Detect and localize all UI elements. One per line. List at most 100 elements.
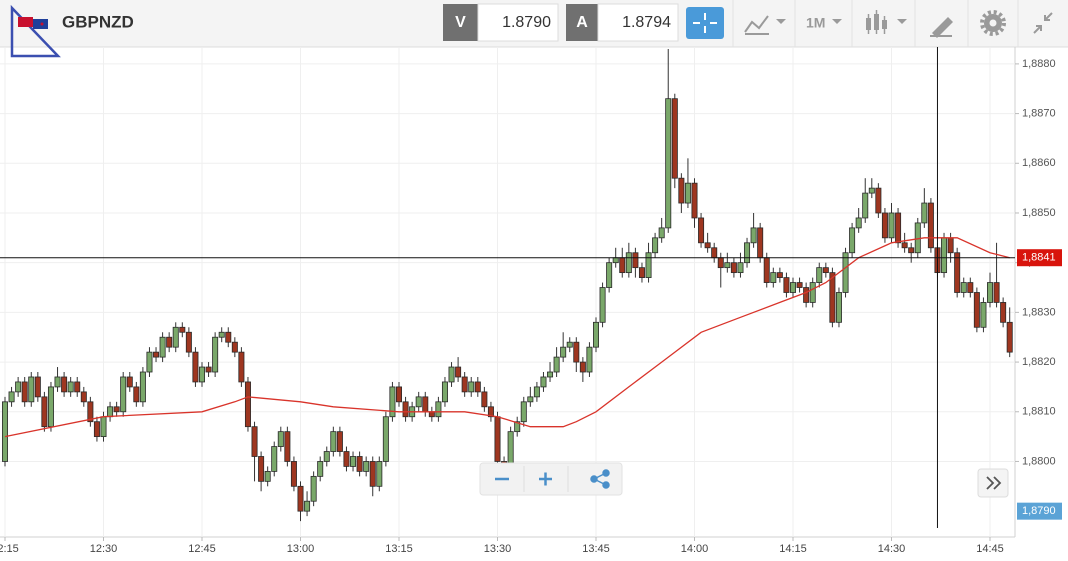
- candle-body: [888, 212, 895, 239]
- candle-body: [435, 401, 442, 418]
- last-price-label: 1,8790: [1022, 505, 1056, 517]
- candle-body: [238, 351, 245, 383]
- candle-body: [599, 287, 606, 323]
- candle-body: [290, 461, 297, 487]
- candle-body: [455, 366, 462, 378]
- candle-body: [198, 366, 205, 383]
- candle-body: [481, 391, 488, 408]
- candle-body: [881, 212, 888, 239]
- y-tick-label: 1,8830: [1022, 306, 1056, 318]
- crosshair-button[interactable]: [686, 7, 724, 39]
- candle-body: [192, 351, 199, 383]
- x-tick-label: 14:00: [681, 543, 709, 555]
- chart-type-button[interactable]: [744, 15, 786, 35]
- bid-box[interactable]: [477, 3, 559, 42]
- share-button[interactable]: [590, 469, 610, 489]
- candle-body: [954, 252, 961, 293]
- candle-body: [684, 182, 691, 204]
- candle-body: [277, 431, 284, 447]
- candle-body: [770, 272, 777, 283]
- candle-body: [691, 182, 698, 219]
- candle-body: [579, 361, 586, 373]
- candle-body: [658, 227, 665, 239]
- candle-body: [120, 376, 127, 413]
- y-tick-label: 1,8850: [1022, 207, 1056, 219]
- candle-body: [113, 406, 120, 413]
- symbol[interactable]: GBPNZD: [62, 12, 134, 31]
- x-tick-label: 14:15: [779, 543, 807, 555]
- candle-body: [422, 396, 429, 413]
- candle-body: [553, 356, 560, 373]
- candle-body: [671, 98, 678, 179]
- y-tick-label: 1,8820: [1022, 356, 1056, 368]
- candle-body: [93, 421, 100, 438]
- ask-box[interactable]: [597, 3, 679, 42]
- candle-body: [133, 386, 140, 403]
- bid-label[interactable]: V: [455, 14, 466, 31]
- bid-price[interactable]: 1.8790: [502, 14, 551, 31]
- candle-body: [987, 282, 994, 303]
- y-tick-label: 1,8870: [1022, 107, 1056, 119]
- ask-label-box[interactable]: [566, 4, 598, 41]
- ask-label[interactable]: A: [576, 14, 588, 31]
- crosshair-price-label: 1,8841: [1022, 252, 1056, 264]
- timeframe[interactable]: 1M: [806, 15, 825, 31]
- candle-body: [593, 321, 600, 348]
- candle-body: [947, 237, 954, 254]
- collapse-button[interactable]: [1033, 12, 1053, 34]
- bid-label-box[interactable]: [443, 4, 478, 41]
- candle-body: [632, 252, 639, 269]
- draw-tool-button[interactable]: [930, 17, 953, 38]
- candle-body: [139, 371, 146, 403]
- x-tick-label: 12:30: [90, 543, 118, 555]
- candle-body: [317, 461, 324, 477]
- candle-body: [310, 475, 317, 502]
- candle-body: [514, 421, 521, 433]
- candle-body: [179, 326, 186, 333]
- candle-body: [28, 376, 35, 403]
- zoom-in[interactable]: [539, 472, 552, 486]
- grid: [0, 47, 1019, 541]
- candle-body: [100, 416, 107, 438]
- candle-body: [790, 282, 797, 293]
- x-tick-label: 12:45: [188, 543, 216, 555]
- candle-body: [1006, 321, 1013, 353]
- candle-body: [126, 376, 133, 388]
- candle-body: [61, 376, 68, 393]
- candle-body: [41, 396, 48, 428]
- candle-body: [652, 237, 659, 254]
- candle-body: [619, 257, 626, 274]
- candle-body: [415, 396, 422, 408]
- candle-body: [908, 247, 915, 254]
- candle-body: [166, 336, 173, 348]
- scroll-to-end-button[interactable]: [977, 468, 1009, 498]
- candle-body: [612, 257, 619, 264]
- candle-body: [816, 267, 823, 283]
- candle-body: [15, 381, 22, 393]
- last-price-box: [1017, 502, 1062, 520]
- candle-body: [382, 416, 389, 462]
- candle-body: [8, 391, 15, 403]
- candle-body: [665, 98, 672, 229]
- x-tick-label: 13:00: [287, 543, 315, 555]
- candle-style-button[interactable]: [866, 10, 907, 34]
- ask-price[interactable]: 1.8794: [622, 14, 671, 31]
- candle-body: [921, 202, 928, 224]
- timeframe-caret[interactable]: [832, 19, 842, 24]
- candle-body: [185, 331, 192, 353]
- candle-body: [67, 381, 74, 393]
- candle-body: [441, 381, 448, 403]
- candle-body: [297, 485, 304, 512]
- candle-body: [205, 366, 212, 373]
- candle-body: [967, 282, 974, 293]
- candle-body: [973, 292, 980, 328]
- candle-body: [356, 456, 363, 472]
- x-tick-label: 12:15: [0, 543, 19, 555]
- candle-body: [47, 386, 54, 428]
- crosshair-price-box: [1017, 249, 1062, 267]
- candle-body: [343, 451, 350, 467]
- settings-button[interactable]: [980, 10, 1006, 36]
- candle-body: [757, 227, 764, 259]
- plot-area: [2, 48, 1013, 522]
- candle-body: [901, 242, 908, 249]
